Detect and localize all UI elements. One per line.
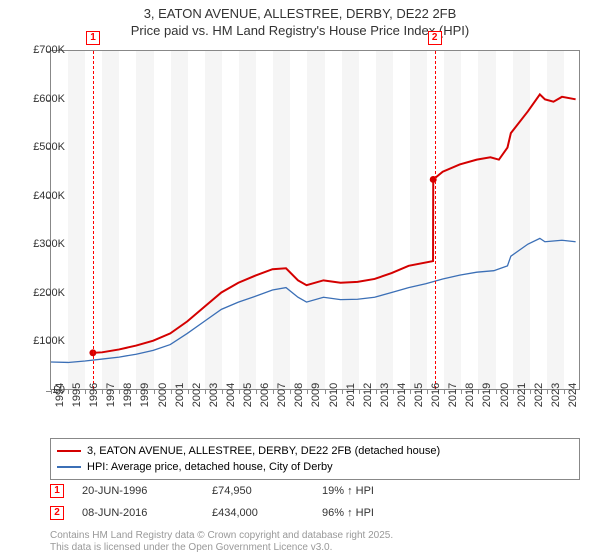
x-axis-label: 2009 [310, 383, 322, 407]
x-axis-label: 2023 [550, 383, 562, 407]
x-axis-label: 2020 [499, 383, 511, 407]
transaction-price: £434,000 [212, 507, 322, 519]
transaction-badge: 2 [50, 506, 64, 520]
x-axis-label: 2006 [259, 383, 271, 407]
transaction-row: 2 08-JUN-2016 £434,000 96% ↑ HPI [50, 506, 580, 520]
legend-swatch [57, 466, 81, 468]
transaction-badge: 1 [50, 484, 64, 498]
x-axis-label: 1997 [105, 383, 117, 407]
title-address: 3, EATON AVENUE, ALLESTREE, DERBY, DE22 … [0, 6, 600, 21]
x-axis-label: 2008 [293, 383, 305, 407]
x-axis-label: 2002 [191, 383, 203, 407]
transaction-date: 20-JUN-1996 [82, 485, 212, 497]
footer-line2: This data is licensed under the Open Gov… [50, 542, 580, 554]
transaction-price: £74,950 [212, 485, 322, 497]
event-marker: 1 [86, 31, 100, 45]
attribution-footer: Contains HM Land Registry data © Crown c… [50, 530, 580, 554]
legend-row: HPI: Average price, detached house, City… [57, 459, 573, 475]
y-axis-label: £300K [20, 238, 65, 250]
y-axis-label: £400K [20, 190, 65, 202]
legend: 3, EATON AVENUE, ALLESTREE, DERBY, DE22 … [50, 438, 580, 480]
x-axis-label: 1998 [122, 383, 134, 407]
x-axis-label: 2021 [516, 383, 528, 407]
y-axis-label: £100K [20, 335, 65, 347]
legend-row: 3, EATON AVENUE, ALLESTREE, DERBY, DE22 … [57, 443, 573, 459]
x-axis-label: 2010 [328, 383, 340, 407]
y-axis-label: £500K [20, 141, 65, 153]
legend-label: HPI: Average price, detached house, City… [87, 459, 333, 475]
x-axis-label: 2001 [174, 383, 186, 407]
legend-swatch [57, 450, 81, 452]
x-axis-label: 2018 [464, 383, 476, 407]
footer-line1: Contains HM Land Registry data © Crown c… [50, 530, 580, 542]
x-axis-label: 2004 [225, 383, 237, 407]
transaction-vs-hpi: 96% ↑ HPI [322, 507, 374, 519]
x-axis-label: 2014 [396, 383, 408, 407]
x-axis-label: 2000 [157, 383, 169, 407]
x-axis-label: 2007 [276, 383, 288, 407]
legend-label: 3, EATON AVENUE, ALLESTREE, DERBY, DE22 … [87, 443, 440, 459]
x-axis-label: 2017 [447, 383, 459, 407]
x-axis-label: 2003 [208, 383, 220, 407]
x-axis-label: 2005 [242, 383, 254, 407]
y-axis-label: £200K [20, 287, 65, 299]
x-axis-label: 1994 [54, 383, 66, 407]
x-axis-label: 2019 [481, 383, 493, 407]
series-line [51, 238, 576, 362]
series-line [93, 94, 576, 352]
price-chart: 12 [50, 50, 580, 390]
x-axis-label: 1999 [139, 383, 151, 407]
transaction-row: 1 20-JUN-1996 £74,950 19% ↑ HPI [50, 484, 580, 498]
x-axis-label: 1995 [71, 383, 83, 407]
transaction-date: 08-JUN-2016 [82, 507, 212, 519]
x-axis-label: 1996 [88, 383, 100, 407]
y-axis-label: £600K [20, 93, 65, 105]
y-axis-label: £700K [20, 44, 65, 56]
x-axis-label: 2022 [533, 383, 545, 407]
x-axis-label: 2015 [413, 383, 425, 407]
transaction-vs-hpi: 19% ↑ HPI [322, 485, 374, 497]
x-axis-label: 2013 [379, 383, 391, 407]
x-axis-label: 2011 [345, 383, 357, 407]
x-axis-label: 2012 [362, 383, 374, 407]
event-marker: 2 [428, 31, 442, 45]
x-axis-label: 2016 [430, 383, 442, 407]
x-axis-label: 2024 [567, 383, 579, 407]
